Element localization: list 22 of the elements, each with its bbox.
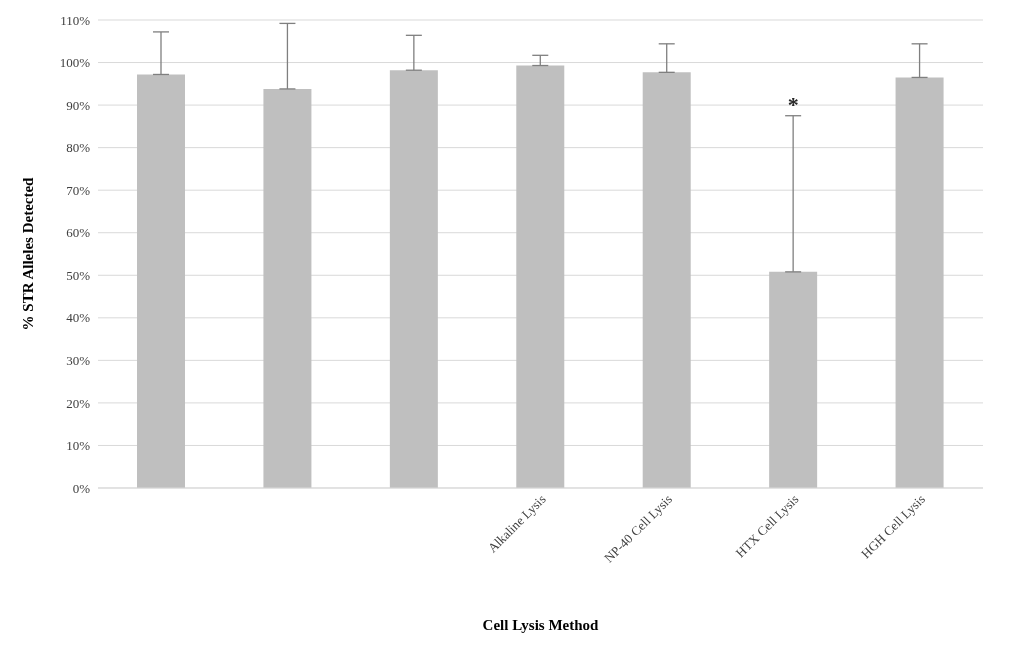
y-tick-label: 100% xyxy=(59,55,91,71)
y-tick-label: 20% xyxy=(66,395,91,411)
y-tick-label: 110% xyxy=(60,12,91,28)
bar xyxy=(263,88,312,488)
x-axis-title: Cell Lysis Method xyxy=(482,617,600,633)
y-tick-label: 60% xyxy=(66,225,91,241)
y-axis-title: % STR Alleles Detected xyxy=(20,176,37,331)
bar xyxy=(895,77,944,488)
y-tick-label: 10% xyxy=(66,438,91,454)
y-tick-label: 80% xyxy=(66,140,91,156)
y-tick-label: 30% xyxy=(66,352,91,368)
y-tick-label: 70% xyxy=(66,182,91,198)
y-tick-label: 0% xyxy=(72,480,91,496)
y-tick-label: 50% xyxy=(66,267,91,283)
y-tick-label: 40% xyxy=(66,310,91,326)
bar xyxy=(769,271,818,488)
annotation: * xyxy=(787,91,799,117)
bar xyxy=(642,72,691,488)
bar xyxy=(389,70,438,488)
y-tick-label: 90% xyxy=(66,97,91,113)
bar xyxy=(516,65,565,488)
bar xyxy=(137,74,185,488)
